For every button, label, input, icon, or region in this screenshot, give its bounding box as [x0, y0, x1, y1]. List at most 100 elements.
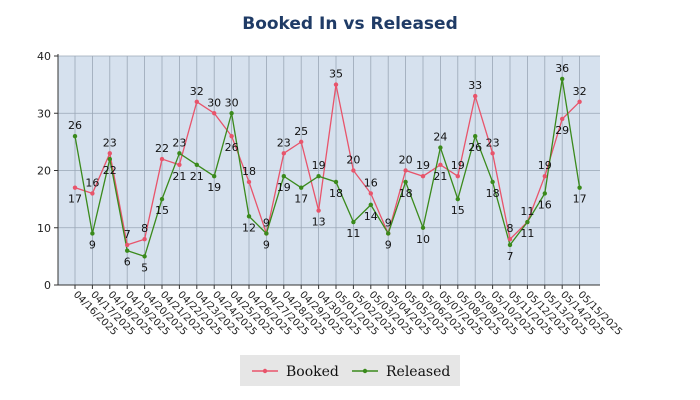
- data-label-released: 15: [451, 204, 465, 217]
- data-point-released: [107, 156, 113, 162]
- data-point-booked: [333, 82, 339, 87]
- data-label-released: 6: [124, 256, 131, 269]
- data-label-booked: 7: [124, 228, 131, 241]
- data-point-released: [159, 196, 165, 202]
- data-point-booked: [107, 151, 113, 156]
- data-label-booked: 20: [399, 154, 413, 167]
- data-label-released: 24: [433, 131, 447, 144]
- data-point-released: [281, 174, 286, 179]
- data-label-released: 18: [399, 187, 413, 200]
- data-label-released: 19: [312, 159, 326, 172]
- data-point-booked: [438, 162, 443, 167]
- data-point-booked: [316, 208, 321, 213]
- data-point-booked: [299, 139, 304, 145]
- data-point-released: [386, 231, 391, 236]
- data-point-released: [420, 225, 426, 230]
- series-line-released: [74, 78, 581, 258]
- data-point-booked: [473, 93, 478, 99]
- data-label-released: 18: [486, 187, 500, 200]
- data-point-released: [212, 174, 217, 179]
- data-label-released: 17: [573, 193, 587, 206]
- data-label-booked: 22: [155, 142, 169, 155]
- data-point-booked: [90, 191, 95, 196]
- data-label-released: 5: [141, 261, 148, 274]
- data-label-released: 22: [103, 164, 117, 177]
- chart-title: Booked In vs Released: [242, 14, 458, 34]
- legend: Booked Released: [240, 355, 460, 386]
- data-point-booked: [159, 156, 165, 162]
- data-point-booked: [560, 116, 565, 122]
- data-point-booked: [281, 151, 286, 156]
- data-label-released: 30: [225, 96, 239, 109]
- data-label-booked: 9: [263, 216, 270, 229]
- data-point-released: [455, 196, 460, 202]
- data-point-booked: [577, 99, 582, 105]
- data-label-booked: 29: [555, 124, 569, 137]
- data-point-released: [351, 219, 356, 225]
- data-point-released: [577, 185, 582, 190]
- data-point-booked: [72, 185, 78, 190]
- data-point-released: [473, 133, 478, 139]
- data-point-booked: [177, 162, 182, 167]
- data-point-booked: [194, 99, 199, 105]
- data-label-released: 15: [155, 204, 169, 217]
- data-label-released: 14: [364, 210, 378, 223]
- data-label-released: 36: [555, 62, 569, 75]
- data-point-released: [264, 231, 269, 236]
- data-label-booked: 13: [312, 216, 326, 229]
- data-label-released: 19: [207, 181, 221, 194]
- data-point-booked: [368, 191, 373, 196]
- data-label-released: 11: [520, 227, 534, 240]
- data-label-released: 11: [346, 227, 360, 240]
- data-point-booked: [125, 242, 130, 248]
- data-label-released: 16: [538, 198, 552, 211]
- data-label-released: 21: [190, 170, 204, 183]
- data-label-booked: 17: [68, 193, 82, 206]
- data-point-booked: [212, 111, 217, 116]
- data-point-released: [299, 185, 304, 190]
- data-label-booked: 8: [507, 222, 514, 235]
- data-label-released: 17: [294, 193, 308, 206]
- data-point-released: [142, 254, 147, 259]
- y-tick-label: 0: [44, 279, 51, 292]
- series-line-booked: [74, 84, 581, 246]
- data-point-released: [333, 179, 339, 185]
- data-label-booked: 33: [468, 79, 482, 92]
- data-point-booked: [246, 179, 252, 185]
- data-point-released: [560, 76, 565, 82]
- data-point-booked: [420, 174, 426, 179]
- data-label-booked: 9: [385, 216, 392, 229]
- data-label-released: 9: [89, 238, 96, 251]
- data-label-booked: 18: [242, 165, 256, 178]
- data-point-released: [507, 242, 513, 248]
- legend-released-marker: [362, 368, 368, 374]
- data-label-released: 9: [385, 238, 392, 251]
- data-point-released: [542, 191, 547, 196]
- data-point-booked: [229, 133, 234, 139]
- data-point-released: [316, 174, 321, 179]
- data-label-booked: 30: [207, 96, 221, 109]
- data-label-released: 19: [277, 181, 291, 194]
- data-point-released: [525, 219, 530, 225]
- data-label-booked: 8: [141, 222, 148, 235]
- data-label-released: 7: [507, 250, 514, 263]
- data-point-released: [194, 162, 199, 167]
- data-label-booked: 19: [451, 159, 465, 172]
- data-point-booked: [351, 168, 356, 173]
- data-label-released: 26: [468, 141, 482, 154]
- legend-released-label: Released: [386, 364, 450, 380]
- data-point-released: [368, 202, 373, 208]
- data-label-booked: 23: [103, 136, 117, 149]
- data-label-released: 9: [263, 238, 270, 251]
- legend-booked-marker: [262, 368, 268, 374]
- data-point-released: [125, 248, 130, 253]
- data-point-released: [229, 111, 234, 116]
- data-point-booked: [455, 174, 460, 179]
- data-point-released: [438, 145, 443, 150]
- data-point-booked: [142, 237, 147, 242]
- data-point-released: [246, 214, 252, 219]
- data-label-released: 18: [329, 187, 343, 200]
- data-point-booked: [507, 237, 513, 242]
- y-tick-label: 10: [37, 222, 51, 235]
